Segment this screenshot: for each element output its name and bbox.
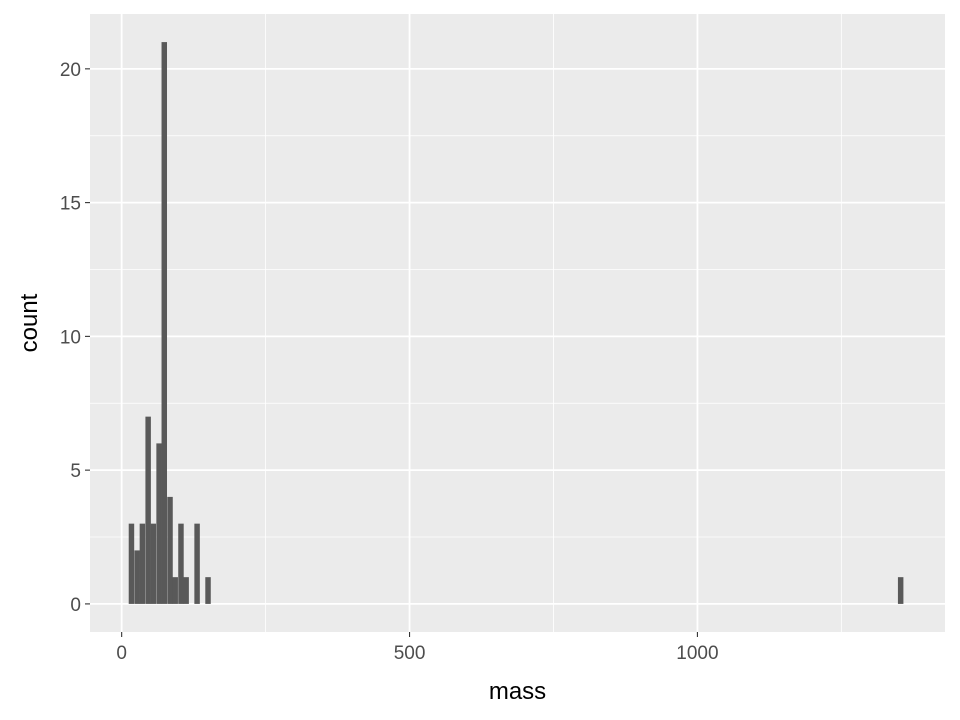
plot-panel: [90, 14, 945, 632]
histogram-bar: [183, 577, 189, 604]
y-tick-label: 10: [60, 327, 81, 348]
histogram-bar: [167, 496, 173, 604]
y-axis: 0 5 10 15 20: [60, 60, 90, 616]
x-tick-label: 0: [116, 643, 127, 664]
y-tick-label: 5: [70, 461, 81, 482]
histogram-bar: [139, 523, 146, 604]
y-tick-label: 20: [60, 60, 81, 81]
histogram-bar: [150, 523, 157, 604]
y-tick-label: 15: [60, 194, 81, 215]
histogram-bar: [205, 577, 211, 604]
histogram-bar: [161, 42, 168, 604]
histogram-bar: [156, 443, 162, 604]
histogram-bars: [128, 42, 904, 604]
x-tick-label: 500: [394, 643, 426, 664]
histogram-bar: [178, 523, 184, 604]
x-axis: 0 500 1000: [116, 632, 719, 664]
major-gridlines: [90, 14, 945, 632]
x-axis-title: mass: [489, 678, 546, 705]
x-tick-label: 1000: [676, 643, 718, 664]
histogram-bar: [194, 523, 200, 604]
histogram-bar: [172, 577, 178, 604]
histogram-bar: [128, 523, 135, 604]
histogram-bar: [145, 416, 151, 604]
histogram-bar: [897, 577, 904, 604]
histogram-bar: [134, 550, 140, 604]
y-tick-label: 0: [70, 595, 81, 616]
y-axis-title: count: [16, 293, 43, 352]
minor-gridlines: [90, 14, 945, 632]
